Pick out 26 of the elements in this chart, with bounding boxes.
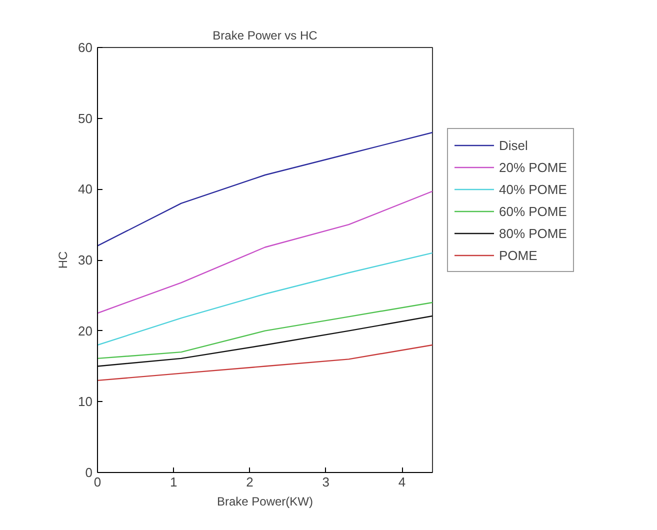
chart-title: Brake Power vs HC — [212, 28, 318, 42]
legend-label: POME — [499, 248, 538, 262]
line-series — [98, 252, 432, 346]
legend-label: 80% POME — [499, 226, 567, 240]
line-series — [98, 344, 432, 382]
line-series — [98, 315, 432, 367]
line-series — [98, 190, 432, 314]
x-tick-label: 1 — [170, 474, 178, 490]
y-tick-label: 40 — [78, 182, 93, 197]
y-tick-label: 60 — [78, 40, 93, 55]
line-series — [98, 132, 432, 246]
legend-label: 20% POME — [499, 160, 567, 174]
y-tick-label: 0 — [85, 465, 93, 480]
legend-label: Disel — [499, 138, 528, 152]
legend-label: 40% POME — [499, 182, 567, 196]
y-tick-label: 20 — [78, 323, 93, 338]
x-axis-title: Brake Power(KW) — [216, 494, 314, 508]
y-tick-label: 50 — [78, 110, 93, 126]
x-tick-label: 4 — [398, 474, 406, 490]
legend-label: 60% POME — [499, 204, 567, 218]
y-tick-label: 10 — [78, 394, 93, 410]
line-series — [98, 302, 432, 360]
x-tick-label: 2 — [246, 474, 254, 490]
y-tick-label: 30 — [78, 252, 93, 268]
x-tick-label: 3 — [322, 474, 330, 490]
y-axis-title: HC — [56, 251, 70, 269]
